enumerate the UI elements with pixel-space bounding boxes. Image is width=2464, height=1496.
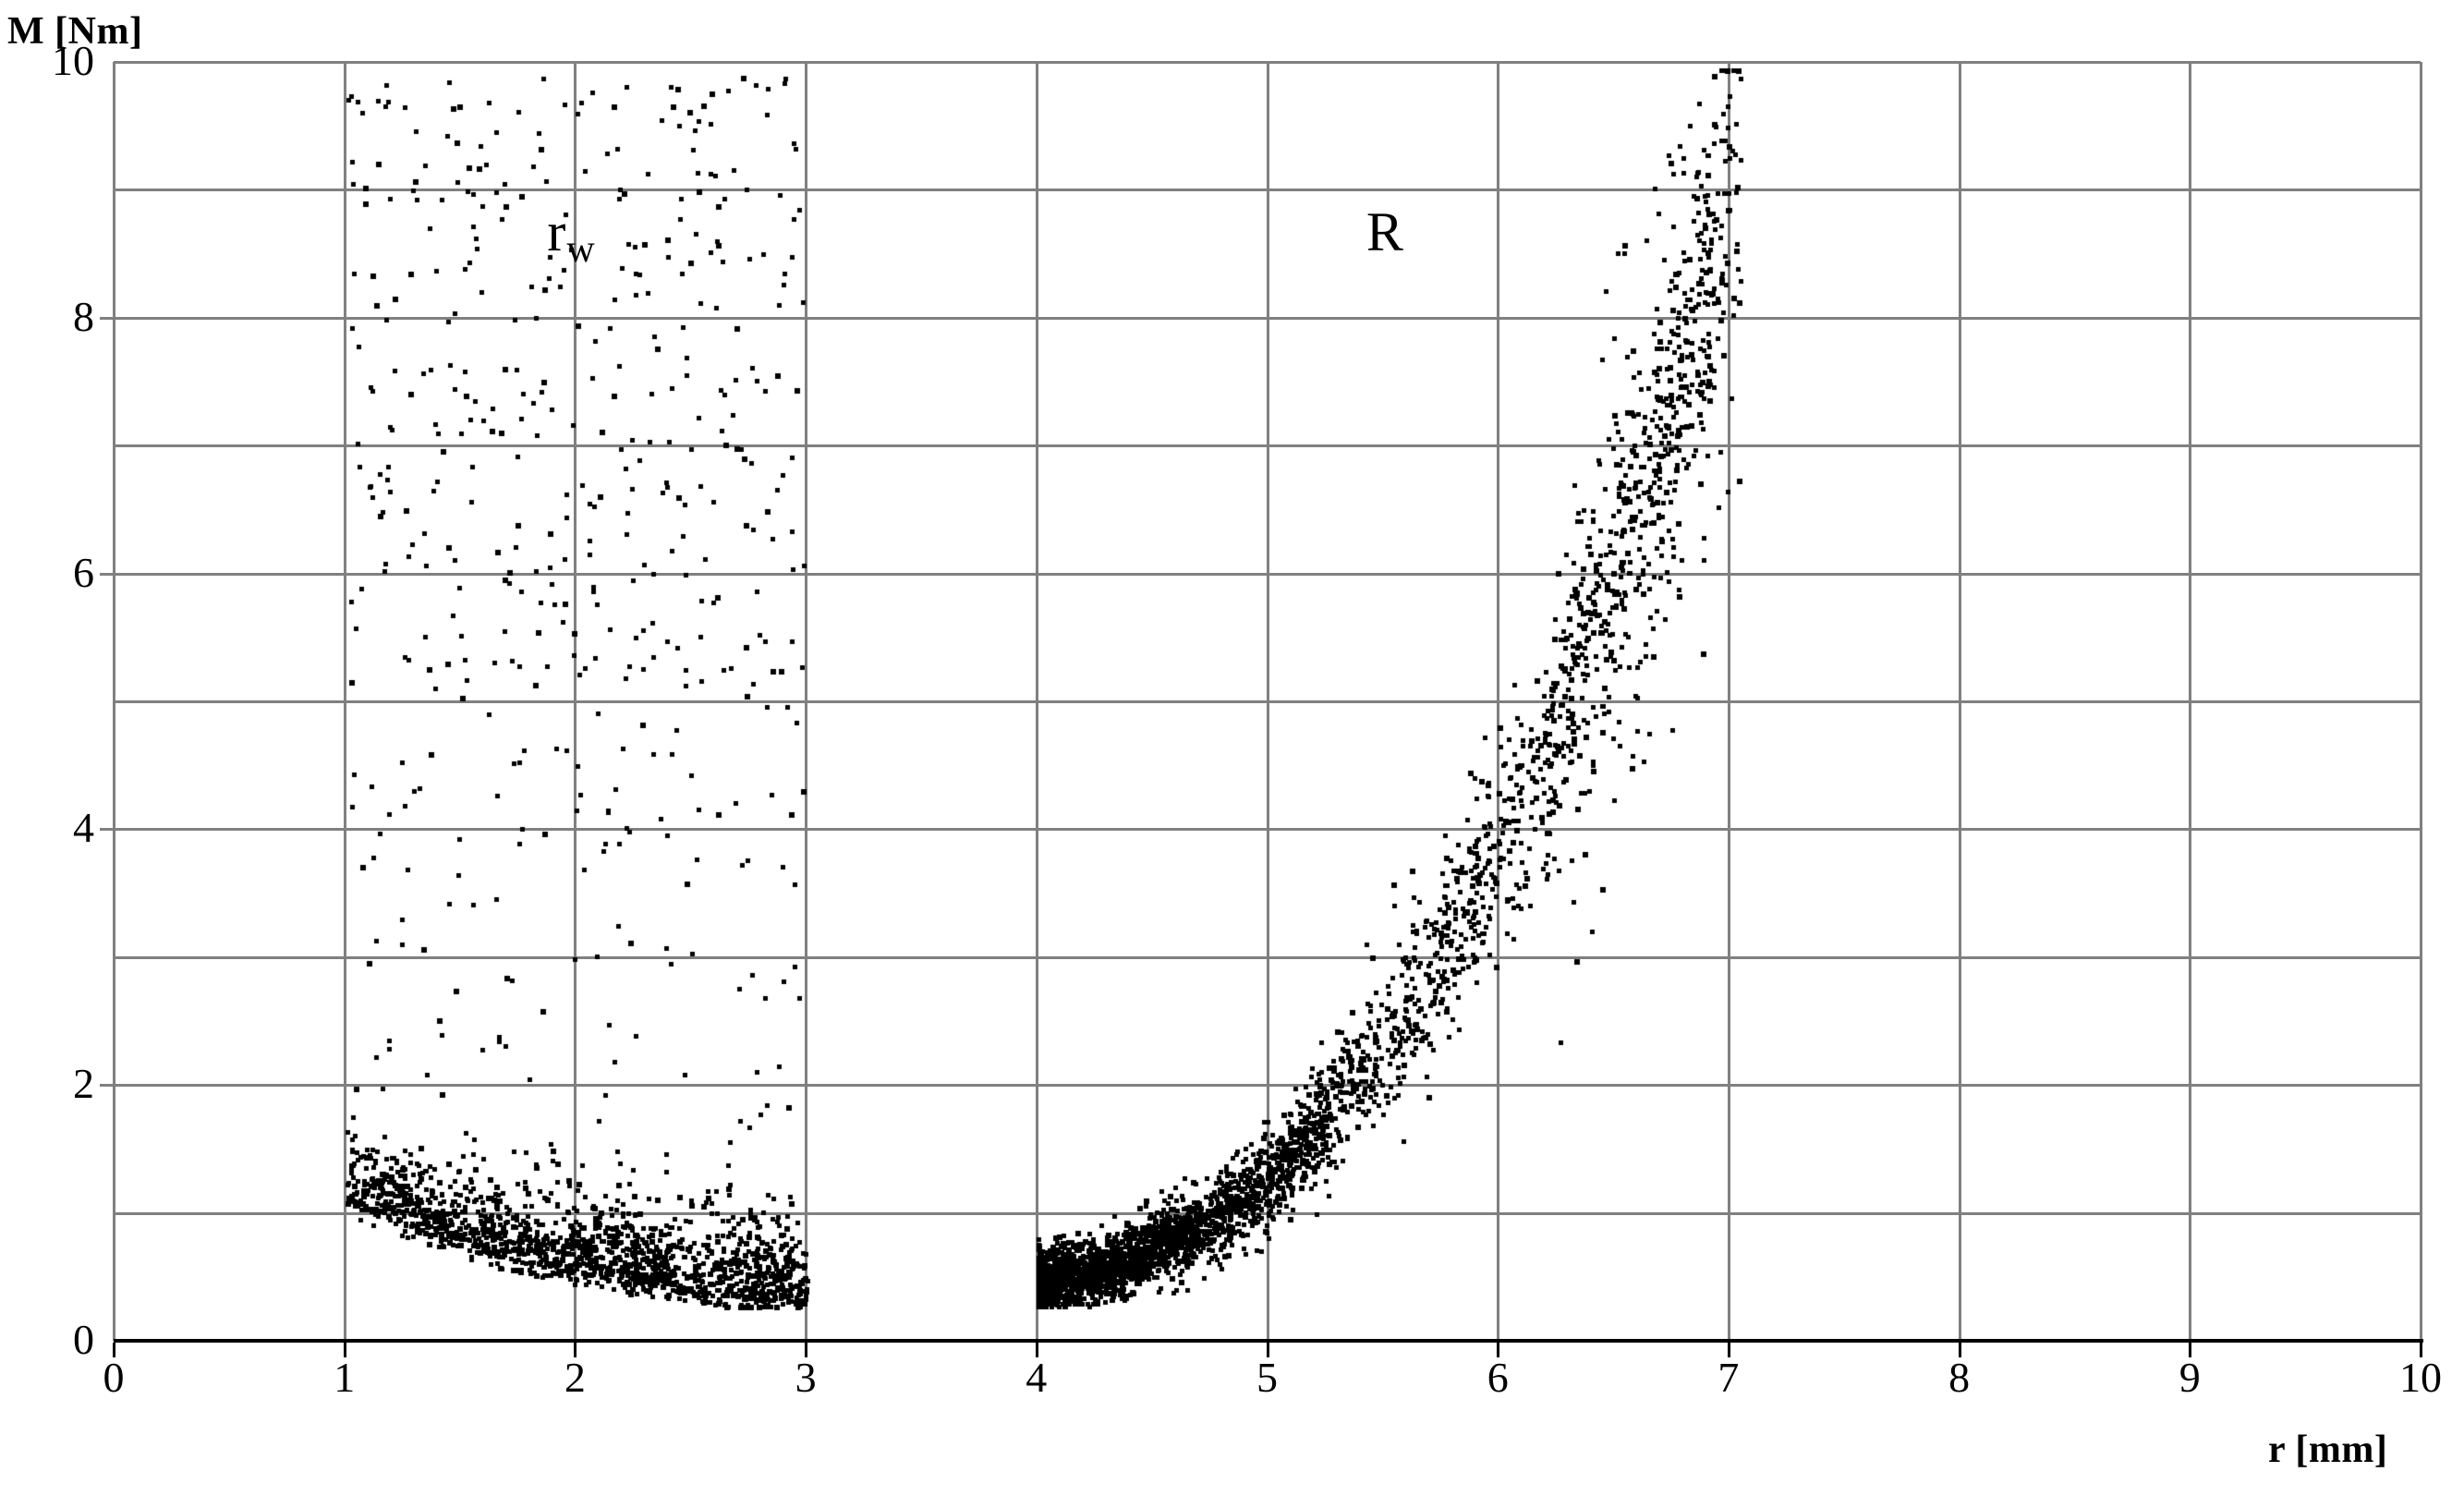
x-tick: [805, 1343, 808, 1357]
y-tick-label: 10: [52, 37, 94, 84]
x-tick: [1727, 1343, 1730, 1357]
x-tick: [1035, 1343, 1038, 1357]
x-tick: [1497, 1343, 1500, 1357]
x-tick-label: 6: [1487, 1354, 1509, 1401]
x-tick-label: 9: [2179, 1354, 2201, 1401]
x-tick-label: 0: [103, 1354, 125, 1401]
x-tick-label: 7: [1718, 1354, 1740, 1401]
x-axis-line: [114, 1339, 2423, 1343]
x-tick-label: 5: [1256, 1354, 1278, 1401]
x-tick-label: 2: [564, 1354, 586, 1401]
gridline-vertical: [2420, 62, 2422, 1341]
x-tick: [1266, 1343, 1269, 1357]
y-tick-label: 2: [73, 1060, 94, 1108]
y-axis-title: M [Nm]: [7, 10, 143, 53]
scatter-points: [114, 62, 2421, 1341]
x-tick: [1958, 1343, 1961, 1357]
x-tick: [574, 1343, 577, 1357]
y-tick: [100, 1084, 114, 1088]
y-tick-label: 8: [73, 292, 94, 340]
x-tick-label: 8: [1948, 1354, 1971, 1401]
rw-label: rw: [547, 201, 595, 271]
x-tick: [2420, 1343, 2422, 1357]
x-axis-title: r [mm]: [2268, 1429, 2388, 1471]
x-tick-label: 10: [2399, 1354, 2442, 1401]
x-tick: [2189, 1343, 2192, 1357]
y-tick-label: 0: [73, 1316, 94, 1363]
plot-area: rw R: [113, 61, 2422, 1343]
x-tick-label: 3: [795, 1354, 817, 1401]
x-tick: [113, 1343, 115, 1357]
x-tick-label: 1: [334, 1354, 356, 1401]
y-tick: [100, 828, 114, 832]
y-tick-label: 6: [73, 548, 94, 596]
y-tick: [100, 316, 114, 320]
x-tick: [343, 1343, 346, 1357]
r-label: R: [1366, 201, 1403, 262]
y-tick-label: 4: [73, 804, 94, 852]
x-tick-label: 4: [1026, 1354, 1048, 1401]
y-tick: [100, 572, 114, 576]
